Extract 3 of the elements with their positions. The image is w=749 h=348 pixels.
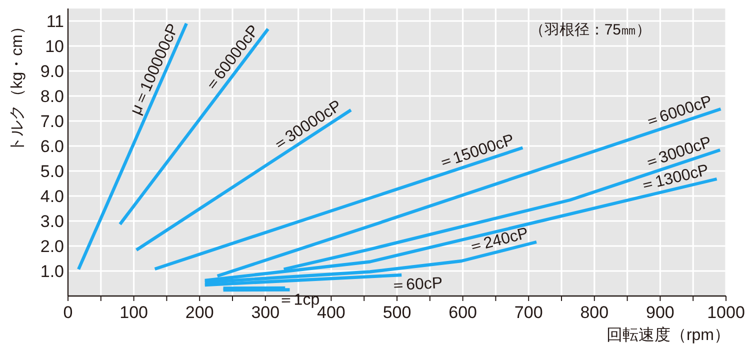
xlabel: 回転速度（rpm）: [606, 327, 730, 344]
ylabel: トルク（kg・cm）: [9, 18, 26, 153]
annotation: （羽根径：75㎜）: [529, 22, 651, 38]
